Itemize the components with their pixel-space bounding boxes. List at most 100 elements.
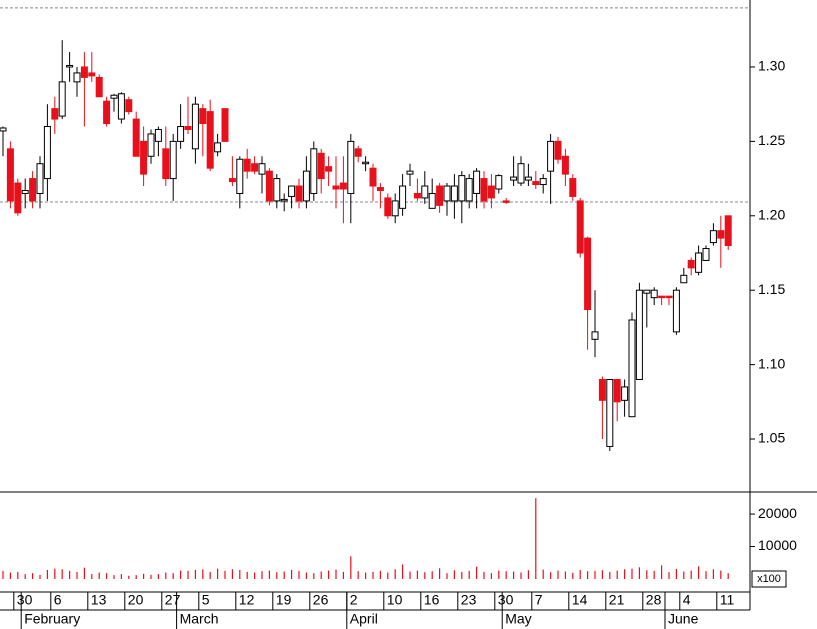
candle-body [532, 181, 540, 186]
x-tick-label: 5 [202, 592, 210, 608]
candle-body [169, 140, 177, 180]
x-tick-label: 14 [572, 592, 588, 608]
candle-body [376, 187, 384, 191]
candle-body [458, 175, 466, 202]
x-tick-label: 20 [128, 592, 144, 608]
candle-body [717, 230, 725, 239]
x-tick-label: 26 [313, 592, 329, 608]
candle-body [539, 178, 547, 186]
candle-body [406, 170, 414, 175]
candle-body [199, 108, 207, 125]
x-tick-label: 6 [54, 592, 62, 608]
candle-body [147, 133, 155, 157]
candle-body [495, 175, 503, 190]
candle-body [117, 93, 125, 120]
candle-body [302, 170, 310, 202]
x-tick-label: 30 [17, 592, 33, 608]
candle-body [502, 200, 510, 203]
candle-body [576, 200, 584, 254]
candle-body [206, 111, 214, 169]
candle-body [140, 140, 148, 175]
candle-body [665, 295, 673, 299]
x-tick-label: 19 [276, 592, 292, 608]
candle-body [184, 125, 192, 130]
candle-body [443, 185, 451, 202]
candle-body [125, 99, 133, 113]
candle-body [339, 182, 347, 190]
candle-body [191, 103, 199, 150]
candle-body [332, 185, 340, 190]
candle-body [103, 100, 111, 125]
candle-body [132, 118, 140, 157]
candle-body [325, 166, 333, 172]
candle-body [354, 148, 362, 157]
candle-body [273, 178, 281, 202]
y-tick-label: 1.25 [758, 132, 785, 148]
candle-body [347, 140, 355, 194]
candle-body [21, 189, 29, 194]
y-tick-label: 1.20 [758, 206, 785, 222]
candle-body [399, 185, 407, 209]
x-tick-label: 12 [239, 592, 255, 608]
candle-body [177, 125, 185, 142]
candle-body [524, 176, 532, 181]
candle-body [310, 148, 318, 194]
candle-body [95, 76, 103, 98]
candle-body [658, 295, 666, 299]
unit-box [751, 570, 787, 588]
candle-body [421, 185, 429, 199]
candle-body [635, 289, 643, 380]
y-tick-label: 1.10 [758, 355, 785, 371]
candle-body [251, 163, 259, 172]
candle-body [391, 200, 399, 217]
x-tick-label: 16 [424, 592, 440, 608]
candle-body [473, 170, 481, 194]
candle-body [450, 185, 458, 202]
candle-body [554, 140, 562, 160]
candle-body [569, 178, 577, 197]
candle-body [517, 163, 525, 184]
candle-body [687, 259, 695, 269]
candle-body [0, 127, 7, 132]
candle-body [650, 289, 658, 299]
volume-unit-label: x100 [757, 573, 781, 585]
candle-body [613, 378, 621, 403]
candle-body [221, 108, 229, 142]
y-tick-label: 1.15 [758, 281, 785, 297]
month-label: June [668, 611, 699, 627]
month-label: March [180, 611, 219, 627]
candle-body [73, 72, 81, 83]
candle-body [591, 331, 599, 340]
candle-body [413, 192, 421, 199]
candle-body [6, 148, 14, 202]
candle-body [214, 142, 222, 153]
candle-body [384, 197, 392, 217]
x-tick-label: 27 [165, 592, 181, 608]
candle-body [606, 378, 614, 447]
y-tick-label: 20000 [758, 505, 797, 521]
candle-body [628, 319, 636, 418]
candle-body [66, 64, 74, 68]
candle-body [598, 378, 606, 401]
candle-body [110, 94, 118, 99]
y-tick-label: 10000 [758, 537, 797, 553]
candle-body [680, 274, 688, 284]
candle-body [243, 158, 251, 172]
candle-body [88, 72, 96, 77]
candle-body [280, 198, 288, 202]
candle-body [428, 192, 436, 209]
candle-body [547, 140, 555, 172]
candle-body [480, 178, 488, 202]
x-tick-label: 21 [609, 592, 625, 608]
candle-body [709, 230, 717, 244]
candle-body [487, 185, 495, 199]
candle-body [369, 167, 377, 187]
x-tick-label: 10 [387, 592, 403, 608]
candle-body [584, 237, 592, 311]
candle-body [621, 386, 629, 401]
candle-body [228, 178, 236, 183]
candle-body [36, 163, 44, 194]
candle-body [29, 178, 37, 202]
